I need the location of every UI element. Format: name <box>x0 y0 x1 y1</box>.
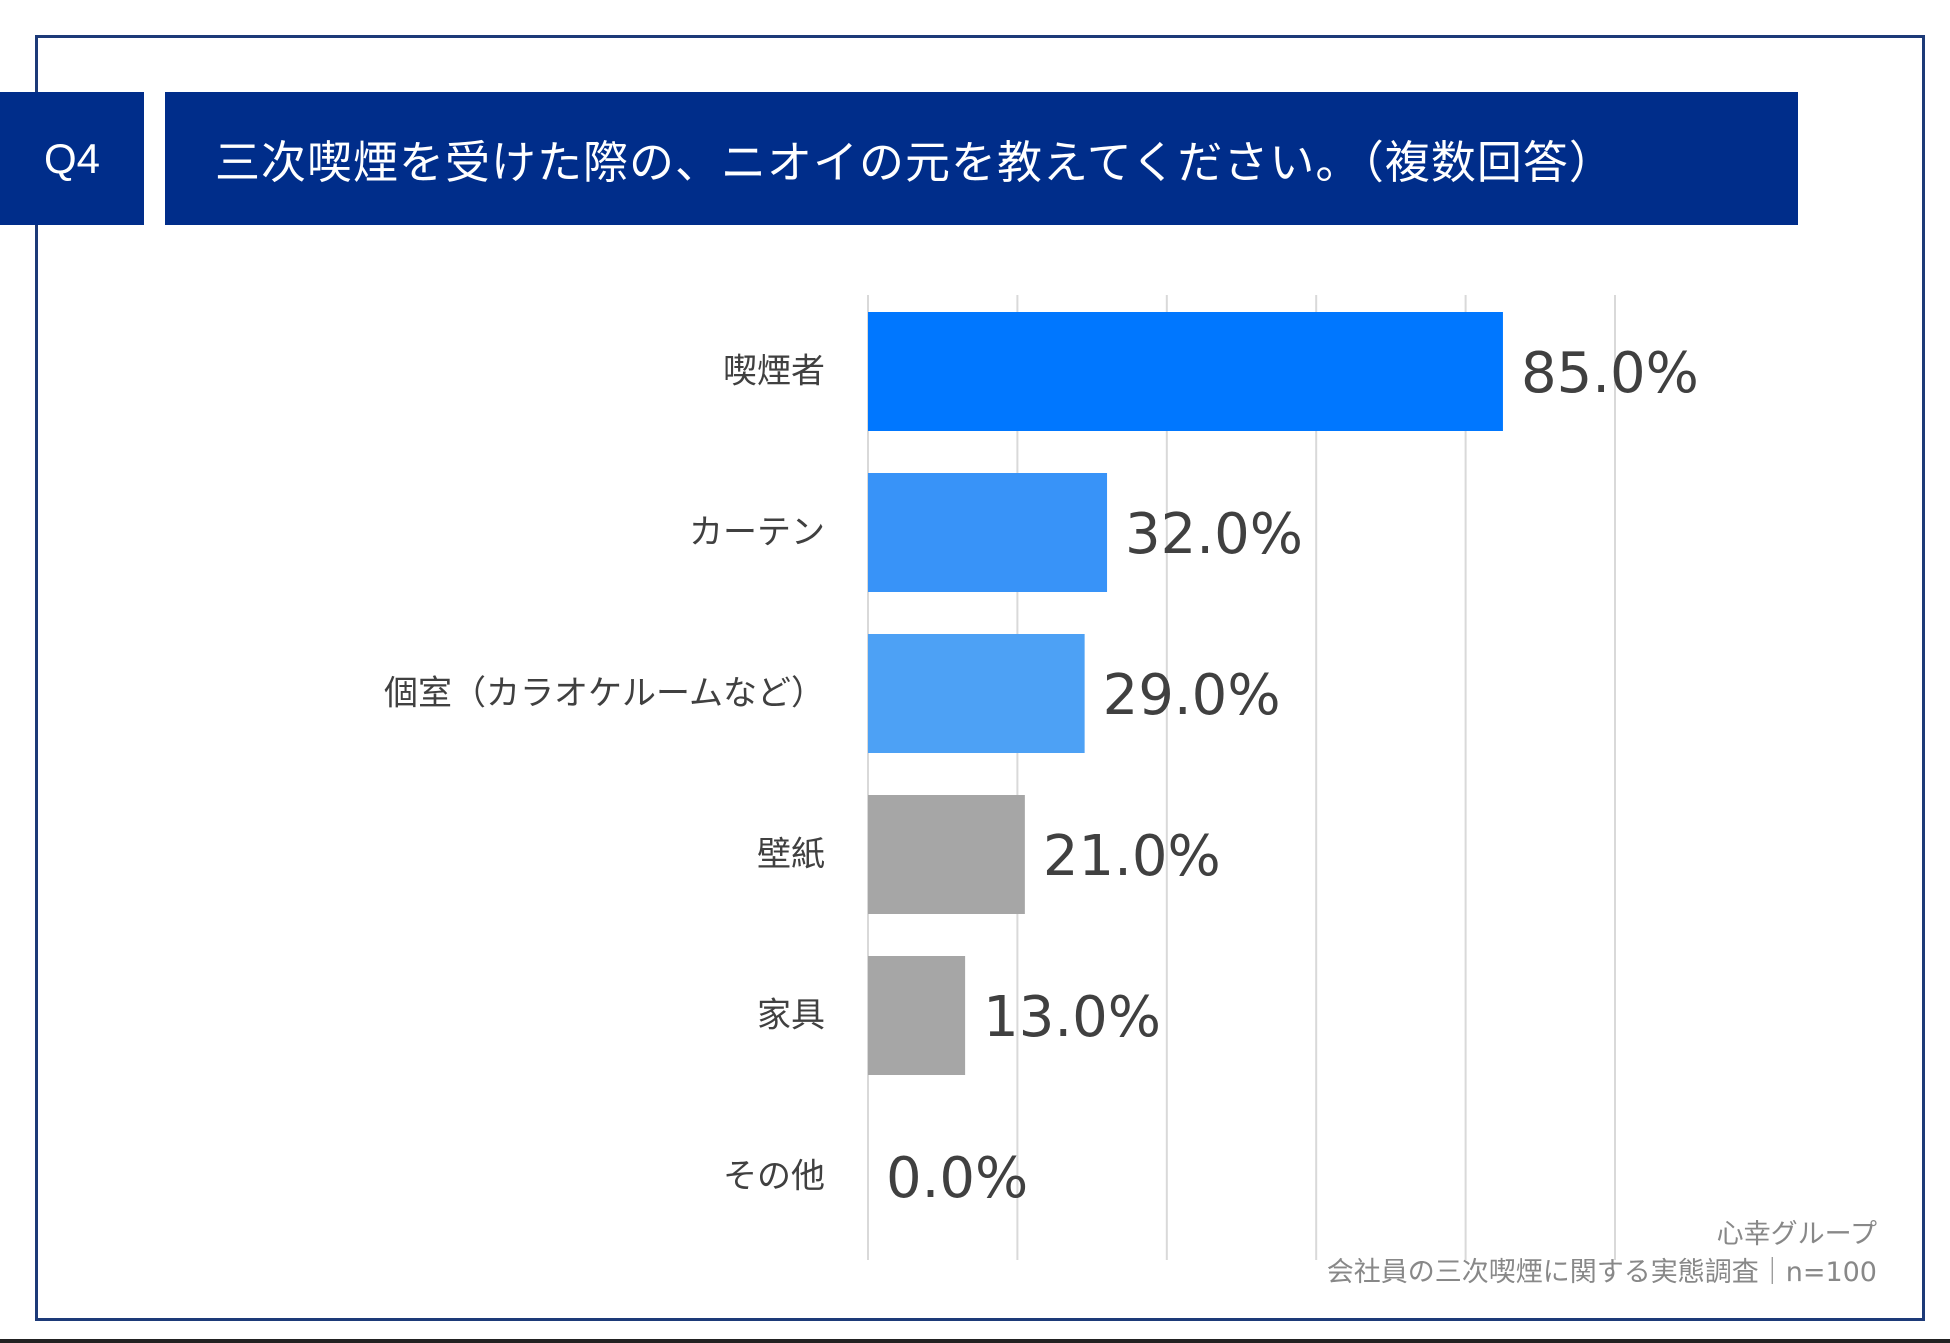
bar <box>868 312 1503 431</box>
bar <box>868 634 1085 753</box>
bar <box>868 795 1025 914</box>
chart-frame <box>35 35 1925 1321</box>
survey-label: 会社員の三次喫煙に関する実態調査｜n=100 <box>1326 1257 1877 1288</box>
data-label: 13.0% <box>983 985 1161 1050</box>
category-label: 家具 <box>757 996 825 1036</box>
category-label: 壁紙 <box>757 835 825 875</box>
source-label: 心幸グループ <box>1716 1219 1877 1250</box>
category-label: カーテン <box>689 513 825 553</box>
data-label: 29.0% <box>1103 663 1281 728</box>
category-label: その他 <box>723 1157 825 1197</box>
bottom-divider <box>0 1339 1950 1343</box>
category-label: 喫煙者 <box>723 352 825 392</box>
category-label: 個室（カラオケルームなど） <box>384 674 825 714</box>
data-label: 32.0% <box>1125 502 1303 567</box>
question-number-badge: Q4 <box>0 92 144 225</box>
data-label: 0.0% <box>886 1146 1028 1211</box>
bar <box>868 473 1108 592</box>
bar <box>868 956 966 1075</box>
chart-title: 三次喫煙を受けた際の、ニオイの元を教えてください。（複数回答） <box>165 92 1798 225</box>
data-label: 21.0% <box>1043 824 1221 889</box>
data-label: 85.0% <box>1521 341 1699 406</box>
